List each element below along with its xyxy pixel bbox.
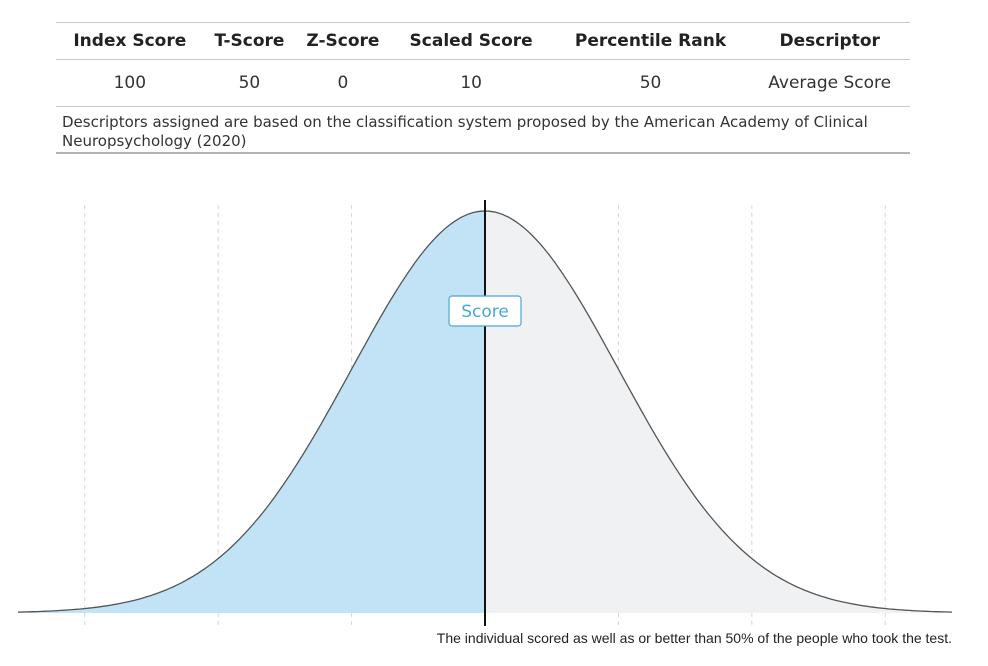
area-above-score [485,211,952,613]
percentile-caption: The individual scored as well as or bett… [436,630,952,646]
header-percentile-rank: Percentile Rank [551,22,750,60]
area-below-score [18,211,485,613]
score-table: Index Score T-Score Z-Score Scaled Score… [56,22,910,107]
header-scaled-score: Scaled Score [390,22,552,60]
header-index-score: Index Score [56,22,204,60]
score-badge-label: Score [461,302,509,322]
cell-percentile-rank: 50 [551,59,750,107]
cell-z-score: 0 [295,59,391,107]
classification-note: Descriptors assigned are based on the cl… [56,106,910,154]
header-t-score: T-Score [203,22,296,60]
cell-descriptor: Average Score [749,59,910,107]
cell-scaled-score: 10 [390,59,552,107]
score-badge [448,295,522,327]
table-header-row: Index Score T-Score Z-Score Scaled Score… [56,22,910,60]
header-z-score: Z-Score [295,22,391,60]
cell-t-score: 50 [203,59,296,107]
cell-index-score: 100 [56,59,204,107]
header-descriptor: Descriptor [749,22,910,60]
table-row: 100 50 0 10 50 Average Score [56,59,910,107]
